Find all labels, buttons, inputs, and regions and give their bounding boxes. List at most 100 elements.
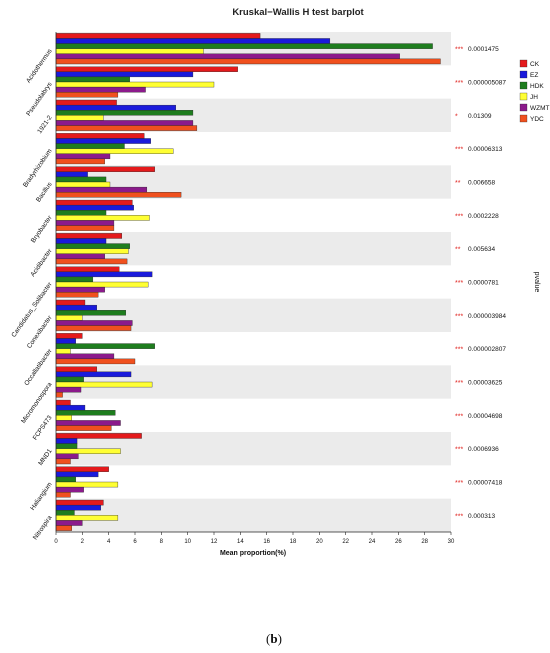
pvalue-label: 0.00007418: [468, 480, 503, 487]
bar-ez-candidatus-solibacter: [55, 271, 153, 278]
bar-ydc-bryobacter: [55, 225, 115, 231]
x-tick-label: 6: [133, 539, 137, 545]
pvalue-label: 0.000005087: [468, 80, 506, 87]
bar-ck-bradyrhizobium: [55, 133, 145, 139]
bar-ez-pseudolabrys: [55, 71, 194, 78]
bar-ez-haliangium: [55, 471, 99, 478]
bar-hdk-candidatus-solibacter: [55, 276, 94, 283]
x-tick-label: 20: [316, 539, 323, 545]
pvalue-label: 0.00004698: [468, 413, 503, 420]
bar-hdk-bacillus: [55, 176, 107, 183]
legend-swatch-ydc: [519, 114, 528, 123]
significance-marker: ***: [455, 480, 463, 487]
x-tick-label: 16: [263, 539, 270, 545]
x-tick-label: 26: [395, 539, 402, 545]
bar-wzmt-1921-2: [55, 120, 194, 126]
significance-marker: *: [455, 113, 458, 120]
bar-wzmt-acidibacter: [55, 253, 105, 260]
x-axis: 0 2 4 6 8 10 12 14 16 18 20 22 24 26 28 30: [54, 32, 455, 545]
category-labels: AcidothermusPseudolabrys1921-2Bradyrhizo…: [10, 47, 54, 541]
bar-hdk-fcps473: [55, 410, 116, 416]
legend-swatch-hdk: [519, 81, 528, 90]
bar-ez-mnd1: [55, 438, 78, 444]
bar-hdk-nitrospira: [55, 510, 75, 516]
significance-marker: ***: [455, 380, 463, 387]
bar-jh-pseudolabrys: [55, 81, 215, 88]
pvalue-label: 0.01309: [468, 113, 492, 120]
x-axis-label: Mean proportion(%): [220, 550, 286, 557]
x-tick-label: 28: [421, 539, 428, 545]
legend: CK EZ HDK JH WZMT YDC: [519, 59, 550, 123]
pvalue-label: 0.000313: [468, 513, 495, 520]
legend-swatch-ez: [519, 70, 528, 79]
category-label: Acidothermus: [25, 47, 54, 84]
bar-ydc-conexibacter: [55, 325, 132, 331]
bar-hdk-conexibacter: [55, 310, 126, 316]
bar-jh-conexibacter: [55, 315, 83, 321]
category-label: Haliangium: [29, 481, 53, 512]
bar-hdk-acidibacter: [55, 243, 130, 249]
x-tick-label: 0: [54, 539, 58, 545]
bar-wzmt-candidatus-solibacter: [55, 286, 105, 293]
bar-jh-nitrospira: [55, 515, 119, 521]
figure-caption: (b): [266, 631, 282, 646]
significance-marker: ***: [455, 280, 463, 287]
bar-jh-micromonospora: [55, 381, 153, 388]
bar-wzmt-micromonospora: [55, 386, 82, 393]
bar-jh-bryobacter: [55, 215, 150, 221]
legend-label-jh: JH: [530, 94, 538, 101]
category-label: Candidatus_Solibacter: [10, 280, 54, 338]
bar-jh-haliangium: [55, 481, 119, 488]
bar-ck-conexibacter: [55, 299, 86, 306]
bar-wzmt-nitrospira: [55, 520, 83, 526]
bar-ck-mnd1: [55, 433, 142, 439]
bar-hdk-haliangium: [55, 476, 76, 483]
legend-swatch-ck: [519, 59, 528, 68]
bar-ydc-acidothermus: [55, 58, 441, 65]
pvalue-label: 0.00006313: [468, 146, 503, 153]
category-label: Pseudolabrys: [25, 81, 54, 118]
bar-jh-occallatibacter: [55, 348, 71, 354]
significance-marker: ***: [455, 347, 463, 354]
legend-swatch-jh: [519, 92, 528, 101]
significance-marker: ***: [455, 213, 463, 220]
bar-ez-1921-2: [55, 104, 176, 111]
bar-hdk-pseudolabrys: [55, 76, 130, 83]
bar-ez-acidothermus: [55, 38, 331, 44]
pvalue-label: 0.0002228: [468, 213, 499, 220]
pvalue-label: 0.006658: [468, 180, 495, 187]
bar-wzmt-conexibacter: [55, 320, 133, 326]
x-tick-label: 18: [290, 539, 297, 545]
bar-ydc-micromonospora: [55, 392, 63, 398]
bar-hdk-1921-2: [55, 110, 194, 116]
significance-marker: ***: [455, 413, 463, 420]
bar-ck-bryobacter: [55, 199, 133, 206]
bar-wzmt-occallatibacter: [55, 353, 115, 360]
bar-ck-acidothermus: [55, 33, 261, 39]
legend-label-ydc: YDC: [530, 116, 544, 123]
bar-hdk-mnd1: [55, 443, 78, 449]
bar-ck-bacillus: [55, 166, 155, 172]
bar-wzmt-haliangium: [55, 486, 84, 493]
category-label: Conexibacter: [26, 314, 54, 350]
bar-wzmt-bryobacter: [55, 220, 115, 226]
bar-ez-micromonospora: [55, 371, 132, 378]
significance-marker: **: [455, 180, 461, 187]
significance-marker: **: [455, 247, 461, 254]
legend-swatch-wzmt: [519, 103, 528, 112]
pvalue-label: 0.0001475: [468, 46, 499, 53]
caption-letter: b: [270, 631, 277, 646]
bar-hdk-bryobacter: [55, 210, 107, 216]
category-label: 1921-2: [36, 114, 54, 135]
significance-marker: ***: [455, 47, 463, 54]
bar-ydc-bacillus: [55, 192, 182, 198]
bar-jh-1921-2: [55, 115, 104, 121]
pvalue-label: 0.000003984: [468, 313, 506, 320]
pvalue-label: 0.0000781: [468, 280, 499, 287]
x-tick-label: 22: [342, 539, 349, 545]
bar-ez-bryobacter: [55, 204, 134, 211]
significance-marker: ***: [455, 80, 463, 87]
pvalue-label: 0.005634: [468, 246, 495, 253]
pvalue-label: 0.00003625: [468, 380, 503, 387]
bar-wzmt-fcps473: [55, 420, 121, 426]
